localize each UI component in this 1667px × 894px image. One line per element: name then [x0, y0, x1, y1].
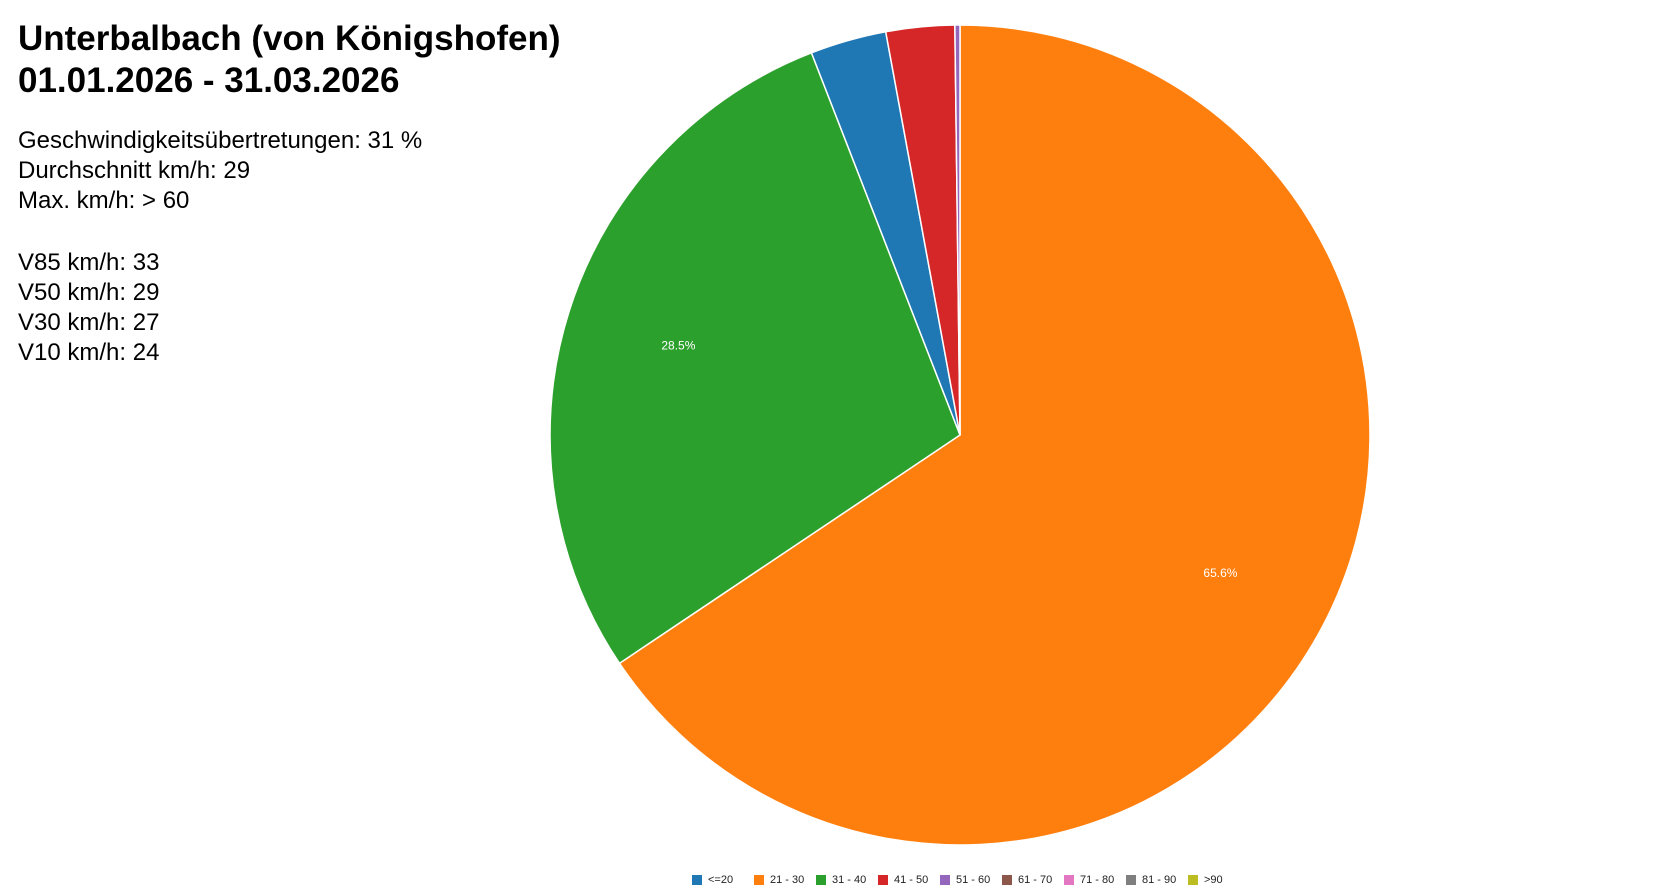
- legend-item: 81 - 90: [1126, 874, 1176, 886]
- data-label: 65.6%: [1203, 566, 1237, 580]
- legend-label: <=20: [708, 874, 733, 886]
- legend-swatch: [1002, 875, 1012, 885]
- legend-item: 31 - 40: [816, 874, 866, 886]
- title-block: Unterbalbach (von Königshofen) 01.01.202…: [18, 18, 561, 102]
- pie-slice-31-40: [549, 51, 961, 665]
- stat-max: Max. km/h: > 60: [18, 187, 190, 214]
- legend-swatch: [1126, 875, 1136, 885]
- legend-label: >90: [1204, 874, 1223, 886]
- legend-label: 41 - 50: [894, 874, 928, 886]
- stats-block: Geschwindigkeitsübertretungen: 31 % Durc…: [18, 126, 422, 368]
- stat-overspeed: Geschwindigkeitsübertretungen: 31 %: [18, 127, 423, 154]
- legend-label: 21 - 30: [770, 874, 804, 886]
- legend-item: <=20: [692, 874, 733, 886]
- chart-title: Unterbalbach (von Königshofen): [18, 19, 561, 58]
- chart-legend: <=20 21 - 30 31 - 40 41 - 50 51 - 60 61 - 70 7…: [692, 874, 1223, 886]
- data-label: 28.5%: [661, 339, 695, 353]
- pie-data-labels: 65.6% 28.5%: [661, 339, 1237, 581]
- legend-item: 51 - 60: [940, 874, 990, 886]
- legend-item: 21 - 30: [754, 874, 804, 886]
- legend-swatch: [940, 875, 950, 885]
- stat-v30: V30 km/h: 27: [18, 309, 160, 336]
- legend-swatch: [816, 875, 826, 885]
- legend-label: 31 - 40: [832, 874, 866, 886]
- stat-v50: V50 km/h: 29: [18, 279, 160, 306]
- legend-item: 71 - 80: [1064, 874, 1114, 886]
- legend-item: 41 - 50: [878, 874, 928, 886]
- date-range: 01.01.2026 - 31.03.2026: [18, 61, 400, 100]
- pie-slices: [549, 24, 1371, 846]
- legend-item: >90: [1188, 874, 1223, 886]
- legend-swatch: [1064, 875, 1074, 885]
- stat-v85: V85 km/h: 33: [18, 249, 160, 276]
- legend-label: 51 - 60: [956, 874, 990, 886]
- stat-v10: V10 km/h: 24: [18, 339, 160, 366]
- legend-swatch: [878, 875, 888, 885]
- legend-label: 71 - 80: [1080, 874, 1114, 886]
- legend-label: 81 - 90: [1142, 874, 1176, 886]
- legend-item: 61 - 70: [1002, 874, 1052, 886]
- pie-slice-51-60: [954, 24, 961, 436]
- legend-swatch: [754, 875, 764, 885]
- pie-slice-21-30: [618, 24, 1371, 846]
- legend-swatch: [692, 875, 702, 885]
- stat-average: Durchschnitt km/h: 29: [18, 157, 251, 184]
- legend-label: 61 - 70: [1018, 874, 1052, 886]
- legend-swatch: [1188, 875, 1198, 885]
